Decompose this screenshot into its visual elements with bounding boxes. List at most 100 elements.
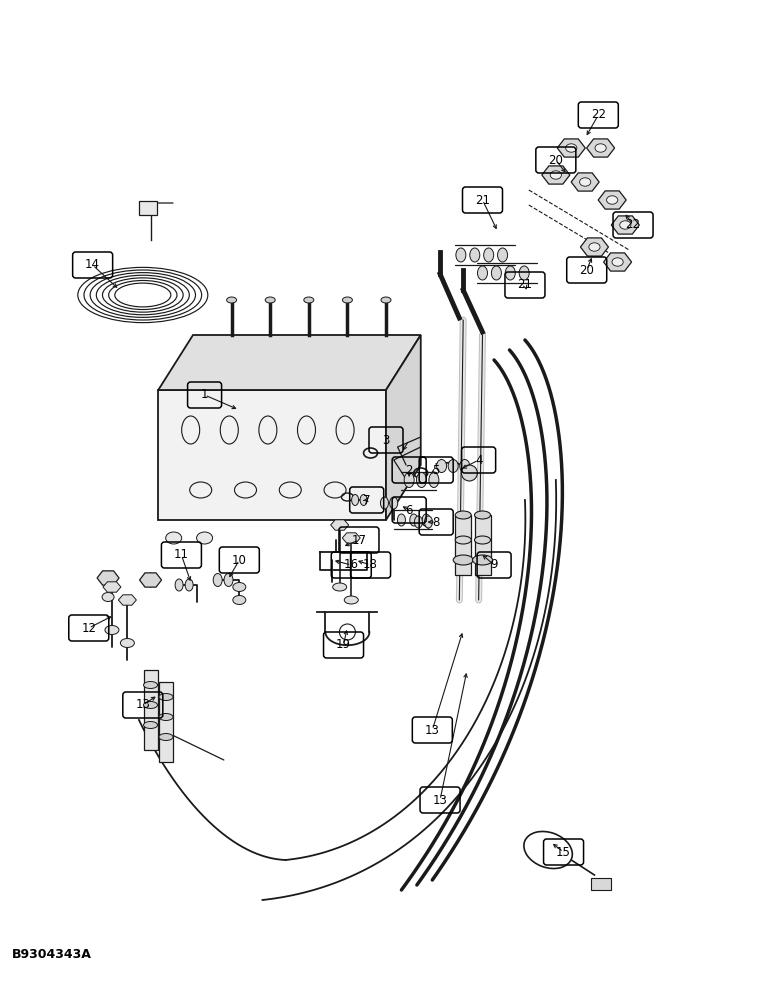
- Ellipse shape: [266, 297, 275, 303]
- Ellipse shape: [589, 243, 600, 251]
- Ellipse shape: [381, 297, 391, 303]
- Text: 22: 22: [591, 108, 606, 121]
- Text: 20: 20: [579, 263, 594, 276]
- Text: 6: 6: [405, 504, 413, 516]
- Polygon shape: [571, 173, 599, 191]
- Ellipse shape: [425, 516, 432, 528]
- Ellipse shape: [185, 579, 193, 591]
- Polygon shape: [587, 139, 615, 157]
- Ellipse shape: [398, 514, 405, 526]
- Ellipse shape: [405, 473, 414, 488]
- Ellipse shape: [159, 734, 173, 740]
- Ellipse shape: [233, 582, 245, 591]
- Text: 19: 19: [336, 639, 351, 652]
- Polygon shape: [330, 520, 349, 530]
- Text: 15: 15: [556, 846, 571, 858]
- Ellipse shape: [484, 248, 493, 262]
- Ellipse shape: [506, 266, 515, 280]
- Text: 4: 4: [475, 454, 482, 466]
- Polygon shape: [557, 139, 585, 157]
- Ellipse shape: [233, 595, 245, 604]
- Ellipse shape: [498, 248, 507, 262]
- Polygon shape: [598, 191, 626, 209]
- Polygon shape: [581, 238, 608, 256]
- Ellipse shape: [227, 297, 236, 303]
- Ellipse shape: [470, 248, 479, 262]
- Text: 17: 17: [351, 534, 367, 546]
- Ellipse shape: [437, 460, 446, 473]
- Ellipse shape: [390, 497, 398, 509]
- Text: 7: 7: [363, 493, 371, 506]
- Polygon shape: [140, 573, 161, 587]
- Ellipse shape: [478, 266, 487, 280]
- Ellipse shape: [351, 494, 359, 506]
- Polygon shape: [97, 571, 119, 585]
- Ellipse shape: [360, 494, 367, 506]
- Ellipse shape: [159, 714, 173, 720]
- Text: 16: 16: [344, 558, 359, 572]
- Polygon shape: [542, 166, 570, 184]
- Ellipse shape: [175, 579, 183, 591]
- Text: 14: 14: [85, 258, 100, 271]
- Ellipse shape: [144, 682, 157, 688]
- FancyBboxPatch shape: [591, 878, 611, 890]
- Polygon shape: [103, 582, 121, 592]
- Ellipse shape: [449, 460, 458, 473]
- Text: B9304343A: B9304343A: [12, 948, 91, 962]
- Ellipse shape: [166, 532, 181, 544]
- FancyBboxPatch shape: [144, 670, 157, 750]
- Ellipse shape: [612, 258, 623, 266]
- Text: 10: 10: [232, 554, 247, 566]
- Ellipse shape: [456, 248, 466, 262]
- Ellipse shape: [415, 516, 422, 528]
- Ellipse shape: [144, 702, 157, 708]
- Text: 5: 5: [432, 464, 440, 477]
- Polygon shape: [386, 335, 421, 520]
- Polygon shape: [158, 335, 421, 390]
- Ellipse shape: [455, 536, 471, 544]
- Text: 9: 9: [490, 558, 498, 572]
- Ellipse shape: [333, 583, 347, 591]
- Ellipse shape: [105, 626, 119, 635]
- Text: 13: 13: [432, 794, 448, 806]
- Polygon shape: [611, 216, 639, 234]
- Ellipse shape: [580, 178, 591, 186]
- Ellipse shape: [455, 511, 471, 519]
- Ellipse shape: [475, 536, 490, 544]
- Text: 21: 21: [475, 194, 490, 207]
- Ellipse shape: [492, 266, 501, 280]
- FancyBboxPatch shape: [475, 515, 490, 575]
- Text: 21: 21: [517, 278, 533, 292]
- Circle shape: [462, 465, 477, 481]
- Text: 11: 11: [174, 548, 189, 562]
- Ellipse shape: [159, 694, 173, 700]
- Ellipse shape: [344, 596, 358, 604]
- Ellipse shape: [144, 722, 157, 728]
- Ellipse shape: [422, 514, 430, 526]
- Ellipse shape: [213, 574, 222, 586]
- Text: 12: 12: [81, 621, 96, 635]
- Ellipse shape: [566, 144, 577, 152]
- Ellipse shape: [102, 592, 114, 601]
- Text: 3: 3: [382, 434, 390, 446]
- Ellipse shape: [475, 511, 490, 519]
- FancyBboxPatch shape: [139, 201, 157, 215]
- Text: 13: 13: [425, 724, 440, 736]
- Ellipse shape: [304, 297, 313, 303]
- Ellipse shape: [343, 297, 352, 303]
- Ellipse shape: [224, 574, 233, 586]
- Ellipse shape: [429, 473, 438, 488]
- Ellipse shape: [550, 171, 561, 179]
- Ellipse shape: [197, 532, 212, 544]
- Ellipse shape: [595, 144, 606, 152]
- FancyBboxPatch shape: [159, 682, 173, 762]
- Text: 22: 22: [625, 219, 641, 232]
- Polygon shape: [342, 533, 361, 543]
- Polygon shape: [158, 390, 386, 520]
- Ellipse shape: [460, 460, 469, 473]
- Polygon shape: [604, 253, 631, 271]
- Text: 1: 1: [201, 388, 208, 401]
- Text: 18: 18: [363, 558, 378, 572]
- FancyBboxPatch shape: [455, 515, 471, 575]
- Ellipse shape: [410, 514, 418, 526]
